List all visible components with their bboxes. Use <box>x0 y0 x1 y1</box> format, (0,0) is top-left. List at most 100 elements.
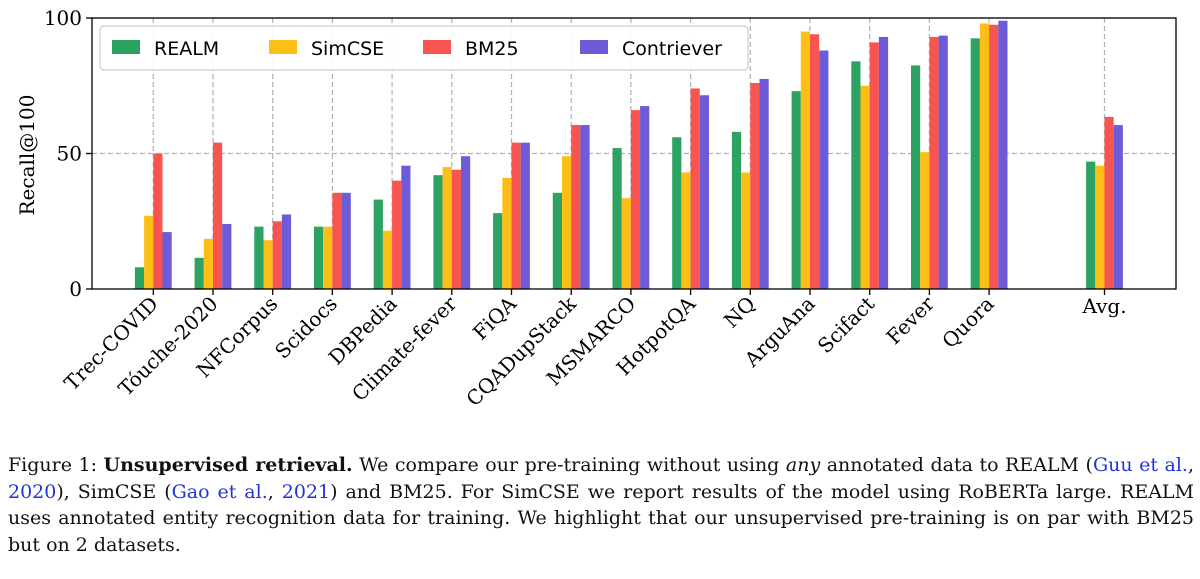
y-axis-label: Recall@100 <box>15 95 39 216</box>
bar-simcse-15 <box>1095 165 1105 289</box>
legend-label-realm: REALM <box>154 38 219 60</box>
bar-bm25-7 <box>571 125 581 289</box>
bar-bm25-4 <box>392 180 402 289</box>
bar-simcse-9 <box>681 172 691 289</box>
bar-simcse-13 <box>920 152 930 289</box>
bar-contriever-11 <box>819 50 829 289</box>
bar-realm-0 <box>134 267 145 289</box>
bar-bm25-9 <box>690 88 700 290</box>
figure-label: Figure 1: <box>8 454 97 476</box>
bar-realm-14 <box>970 38 980 289</box>
y-tick-label: 0 <box>69 277 82 301</box>
bar-simcse-14 <box>979 23 990 289</box>
caption-text-1: We compare our pre-training without usin… <box>352 454 786 476</box>
bar-bm25-14 <box>989 24 999 290</box>
bar-contriever-14 <box>998 20 1008 290</box>
bar-contriever-12 <box>878 36 889 289</box>
bar-contriever-10 <box>759 78 769 289</box>
bar-contriever-5 <box>461 156 471 289</box>
bar-realm-2 <box>254 226 264 289</box>
caption-emphasis: any <box>785 454 821 476</box>
bar-bm25-3 <box>332 192 342 289</box>
legend-swatch-bm25 <box>423 40 451 54</box>
bar-realm-13 <box>911 65 921 290</box>
bar-bm25-8 <box>630 110 641 289</box>
bars <box>134 20 1123 290</box>
bar-bm25-12 <box>869 42 879 289</box>
bar-realm-10 <box>731 131 742 289</box>
bar-bm25-15 <box>1104 116 1114 289</box>
x-tick-label: NQ <box>719 292 760 333</box>
legend-swatch-simcse <box>269 40 297 54</box>
bar-realm-8 <box>612 148 622 289</box>
bar-bm25-1 <box>213 142 223 289</box>
bar-simcse-3 <box>323 226 333 289</box>
bar-simcse-0 <box>144 215 154 289</box>
legend: REALM SimCSE BM25 Contriever <box>99 25 749 71</box>
bar-realm-12 <box>851 61 861 289</box>
bar-contriever-13 <box>938 35 948 289</box>
bar-contriever-15 <box>1113 125 1123 289</box>
bar-bm25-6 <box>511 142 521 289</box>
bar-contriever-6 <box>520 142 530 289</box>
citation-link-guu-year[interactable]: 2020 <box>8 480 57 503</box>
legend-swatch-realm <box>112 40 140 54</box>
bar-simcse-6 <box>502 177 512 289</box>
bar-contriever-7 <box>580 125 590 289</box>
bar-contriever-3 <box>341 192 351 289</box>
bar-realm-11 <box>791 91 801 289</box>
bar-contriever-9 <box>699 95 709 290</box>
bar-contriever-2 <box>281 214 292 289</box>
citation-link-gao-year[interactable]: 2021 <box>281 480 331 503</box>
bar-realm-4 <box>373 199 383 289</box>
bar-simcse-5 <box>442 167 452 289</box>
x-tick-label: Quora <box>937 292 998 353</box>
bar-bm25-10 <box>750 83 760 289</box>
bar-realm-3 <box>314 226 324 289</box>
bar-contriever-4 <box>401 165 411 289</box>
bar-bm25-2 <box>272 221 282 289</box>
y-tick-label: 100 <box>44 6 82 30</box>
bar-contriever-8 <box>640 106 650 289</box>
x-tick-label: Fever <box>881 291 939 349</box>
bar-simcse-1 <box>203 238 213 289</box>
bar-realm-9 <box>672 137 682 289</box>
bar-realm-15 <box>1086 161 1096 289</box>
recall-bar-chart: 050100Trec-COVIDTóuche-2020NFCorpusScido… <box>15 6 1177 411</box>
citation-link-guu-authors[interactable]: Guu et al. <box>1092 454 1188 476</box>
bar-bm25-11 <box>810 34 820 290</box>
citation-sep-1: , <box>1187 454 1194 476</box>
bar-realm-5 <box>433 175 443 289</box>
legend-label-simcse: SimCSE <box>311 38 384 60</box>
bar-bm25-5 <box>451 169 461 289</box>
bar-simcse-12 <box>860 85 870 289</box>
caption-text-4: ) and BM25. For SimCSE we report results… <box>8 480 1194 556</box>
citation-sep-2: , <box>267 480 282 503</box>
bar-simcse-10 <box>741 172 751 289</box>
bar-contriever-1 <box>222 223 232 289</box>
bar-realm-6 <box>493 213 503 289</box>
x-tick-label: FiQA <box>468 291 522 345</box>
caption-title: Unsupervised retrieval. <box>103 454 353 476</box>
citation-link-gao-authors[interactable]: Gao et al. <box>171 480 268 503</box>
x-tick-label: Climate-fever <box>347 291 462 406</box>
bar-simcse-4 <box>382 230 393 289</box>
y-tick-label: 50 <box>57 142 82 166</box>
bar-realm-1 <box>194 257 204 289</box>
figure-caption: Figure 1: Unsupervised retrieval. We com… <box>8 452 1194 558</box>
bar-bm25-0 <box>153 153 163 289</box>
bar-realm-7 <box>552 192 562 289</box>
bar-simcse-7 <box>562 156 572 289</box>
caption-text-3: ), SimCSE ( <box>56 480 172 503</box>
bar-simcse-2 <box>263 240 273 289</box>
bar-bm25-13 <box>929 36 939 289</box>
legend-swatch-contriever <box>580 40 608 54</box>
bar-contriever-0 <box>162 232 172 289</box>
caption-text-2: annotated data to REALM ( <box>820 454 1093 476</box>
x-tick-label: Avg. <box>1081 294 1126 318</box>
legend-label-contriever: Contriever <box>622 38 722 60</box>
legend-label-bm25: BM25 <box>465 38 519 60</box>
bar-simcse-8 <box>621 198 631 289</box>
bar-simcse-11 <box>800 31 810 290</box>
x-tick-label: Scifact <box>813 292 879 358</box>
